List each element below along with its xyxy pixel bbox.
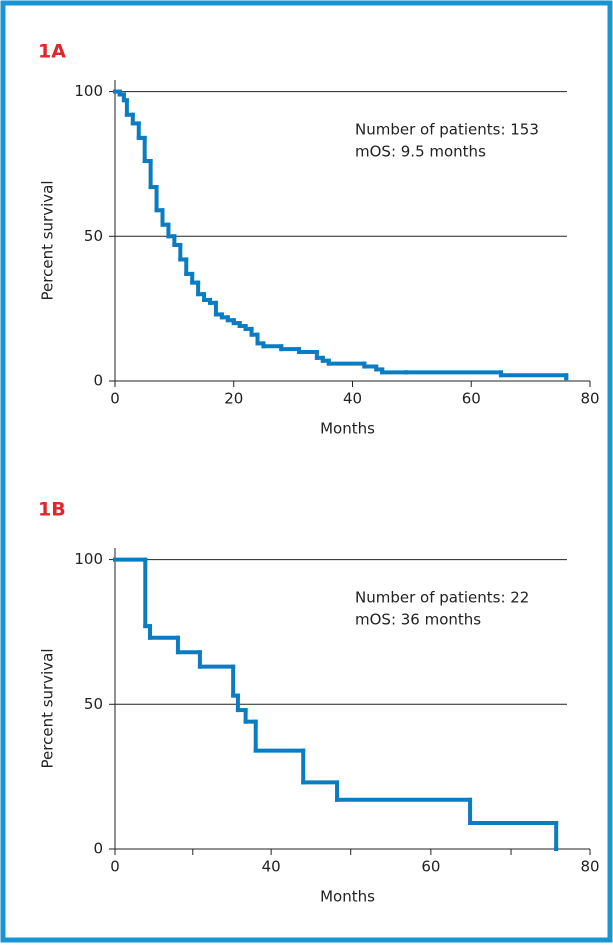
x-tick-label: 40	[343, 390, 362, 408]
y-tick-label: 50	[84, 695, 103, 713]
y-tick-label: 0	[93, 840, 103, 858]
x-tick-label: 60	[421, 858, 440, 876]
panel-label: 1B	[38, 499, 66, 521]
y-axis-label: Percent survival	[39, 649, 57, 769]
x-tick-label: 60	[462, 390, 481, 408]
y-tick-label: 0	[93, 372, 103, 390]
x-tick-label: 40	[262, 858, 281, 876]
y-tick-label: 50	[84, 227, 103, 245]
y-axis-label: Percent survival	[39, 181, 57, 301]
x-tick-label: 80	[580, 390, 599, 408]
panel-label: 1A	[38, 41, 66, 63]
x-tick-label: 0	[110, 858, 120, 876]
x-tick-label: 0	[110, 390, 120, 408]
x-axis-label: Months	[320, 420, 375, 438]
y-tick-label: 100	[74, 550, 103, 568]
annotation: Number of patients: 153	[355, 121, 539, 139]
y-tick-label: 100	[74, 82, 103, 100]
annotation: mOS: 36 months	[355, 611, 481, 629]
x-axis-label: Months	[320, 888, 375, 906]
annotation: mOS: 9.5 months	[355, 143, 486, 161]
annotation: Number of patients: 22	[355, 589, 529, 607]
x-tick-label: 20	[224, 390, 243, 408]
x-tick-label: 80	[580, 858, 599, 876]
